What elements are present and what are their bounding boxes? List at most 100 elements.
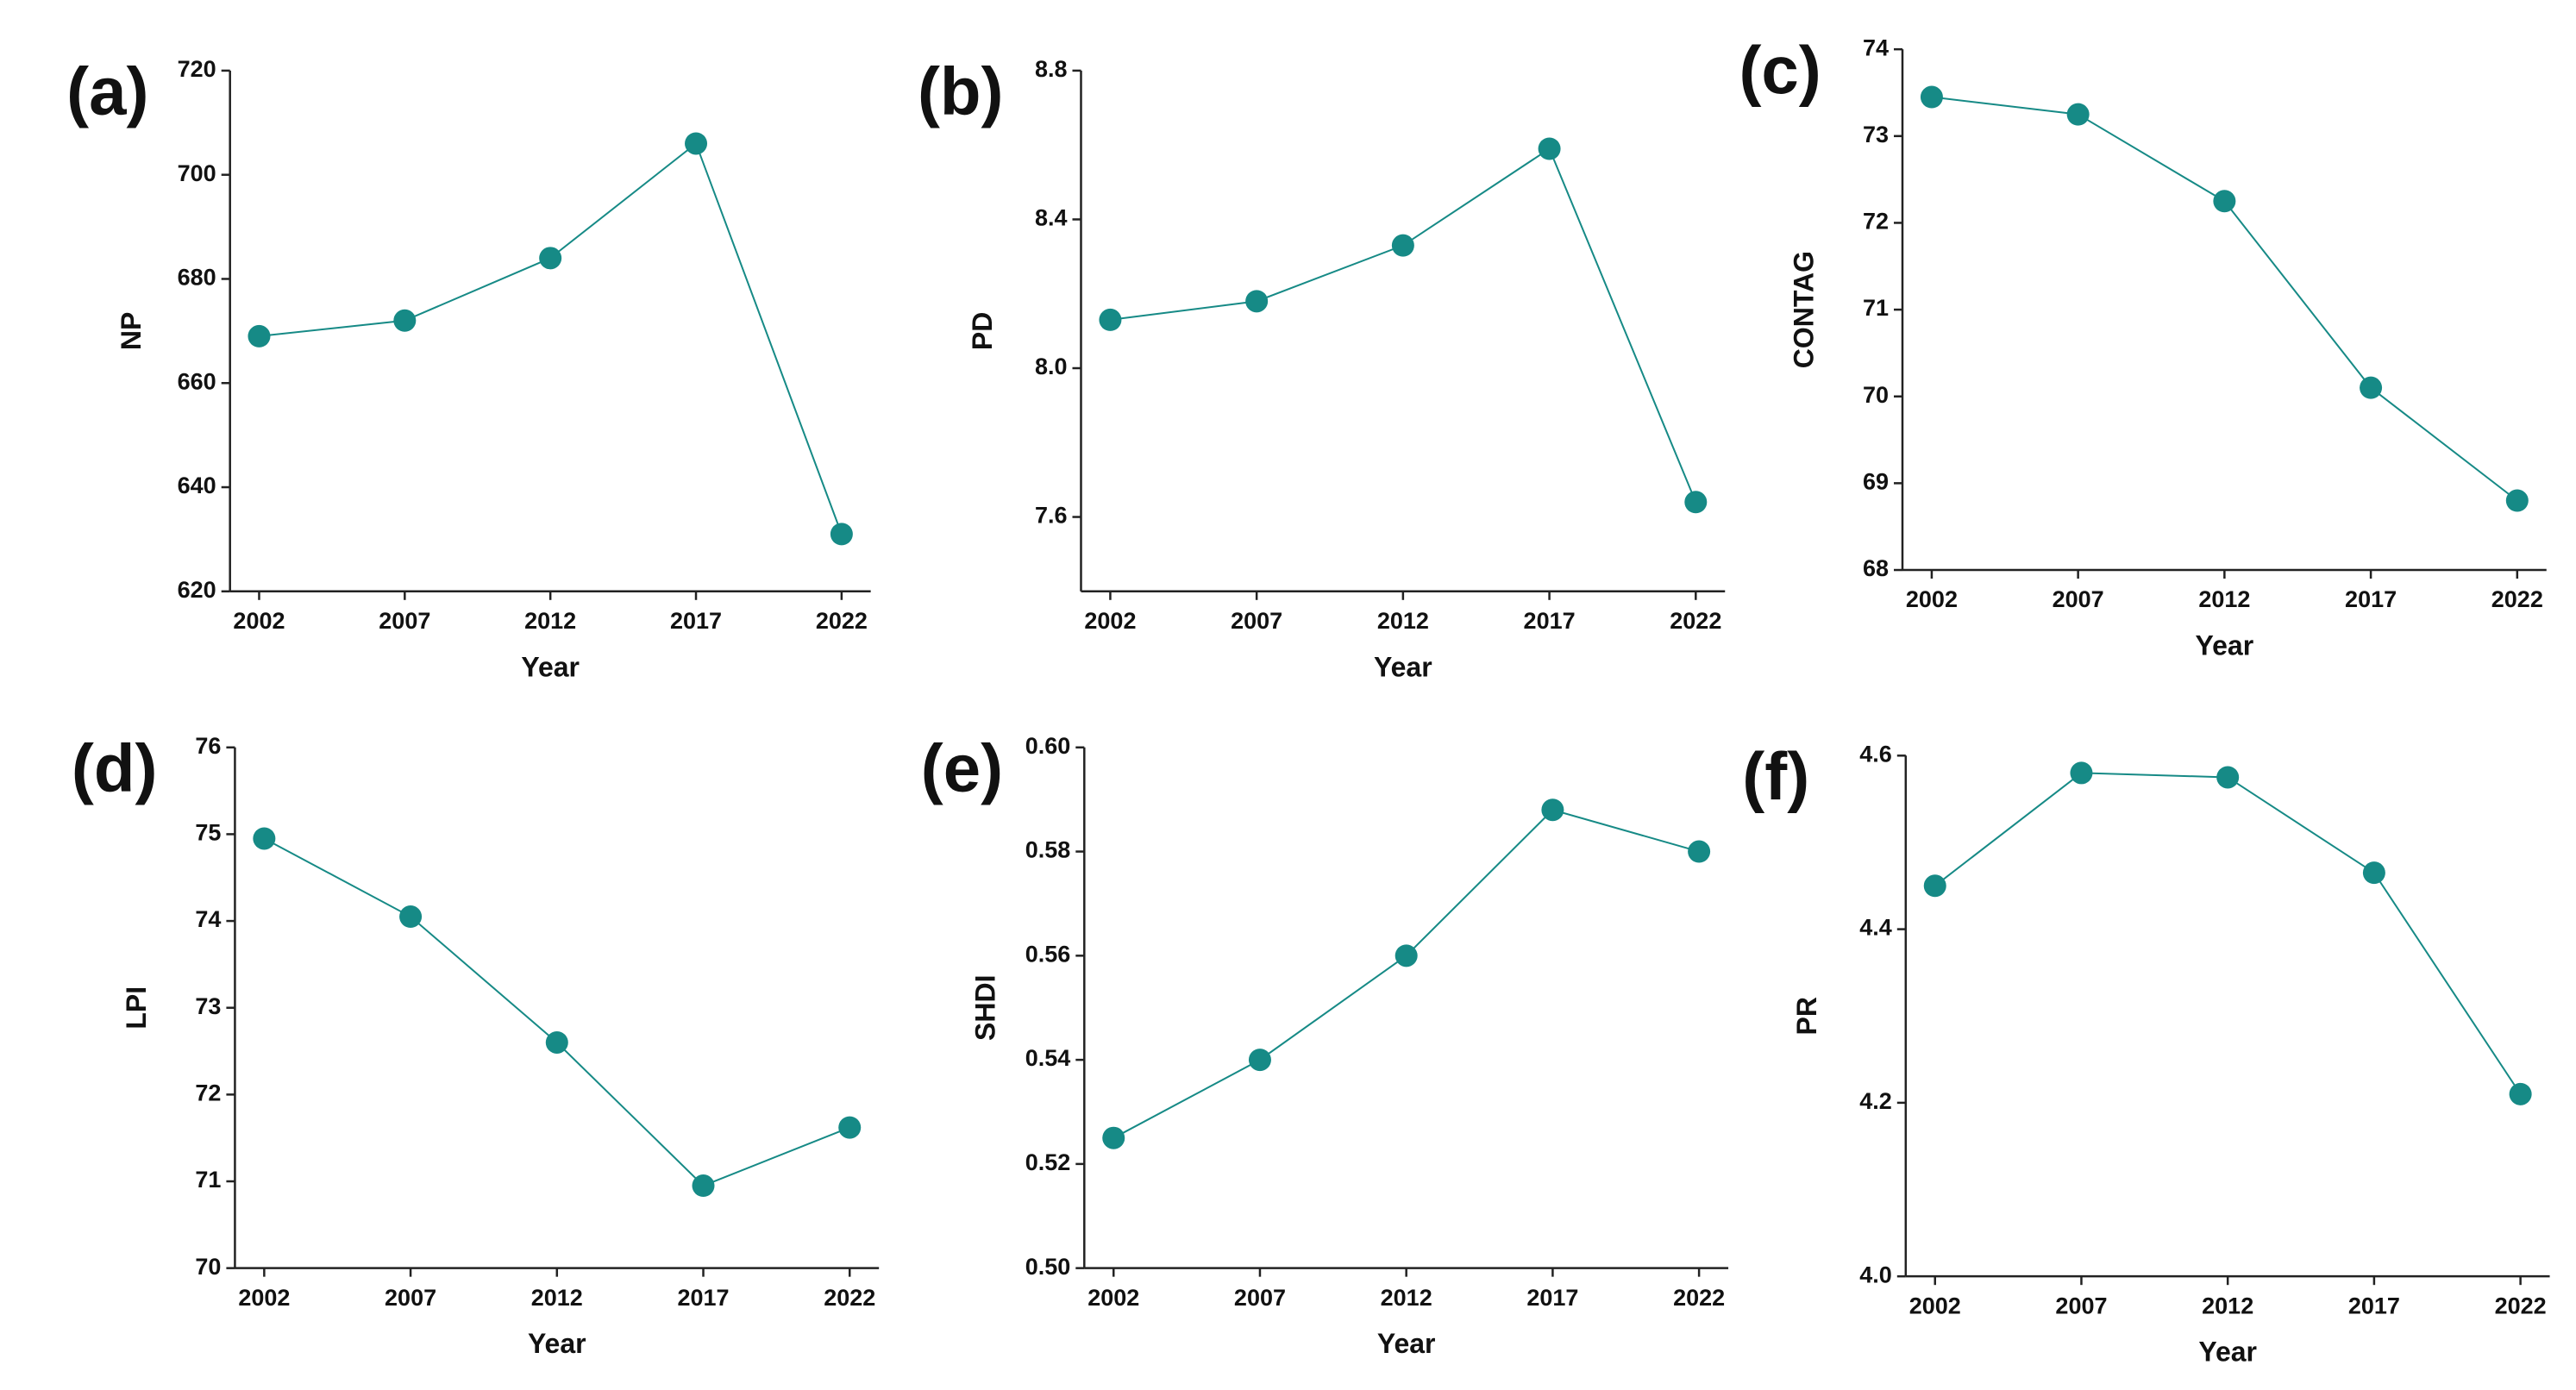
x-axis-label: Year bbox=[2198, 1337, 2257, 1368]
y-tick-label: 68 bbox=[1863, 555, 1889, 581]
data-point bbox=[1391, 234, 1414, 257]
x-axis-label: Year bbox=[2196, 629, 2254, 661]
y-tick-label: 69 bbox=[1863, 469, 1889, 495]
x-tick-label: 2012 bbox=[531, 1285, 583, 1311]
x-tick-label: 2002 bbox=[1909, 1293, 1961, 1318]
x-tick-label: 2002 bbox=[1906, 586, 1958, 612]
y-tick-label: 4.0 bbox=[1859, 1262, 1892, 1287]
x-axis-label: Year bbox=[521, 651, 580, 682]
data-point bbox=[1099, 308, 1122, 331]
x-axis-label: Year bbox=[528, 1328, 586, 1359]
y-tick-label: 0.58 bbox=[1025, 837, 1071, 863]
panel-label: (c) bbox=[1739, 32, 1821, 108]
y-axis-label: PR bbox=[1791, 997, 1822, 1035]
y-tick-label: 4.2 bbox=[1859, 1088, 1892, 1114]
data-line bbox=[1931, 96, 2518, 502]
x-axis-label: Year bbox=[1377, 1328, 1436, 1359]
data-point bbox=[393, 309, 417, 332]
panel-label: (e) bbox=[921, 729, 1003, 805]
data-point bbox=[253, 827, 276, 850]
data-point bbox=[2213, 190, 2236, 213]
x-tick-label: 2017 bbox=[2348, 1293, 2400, 1318]
data-point bbox=[399, 905, 423, 929]
x-tick-label: 2022 bbox=[816, 608, 868, 634]
y-axis-label: PD bbox=[967, 312, 998, 350]
panel-label: (d) bbox=[72, 729, 158, 805]
y-tick-label: 74 bbox=[1863, 34, 1889, 60]
x-tick-label: 2007 bbox=[1231, 608, 1282, 634]
data-point bbox=[1248, 1049, 1271, 1072]
data-point bbox=[2362, 861, 2385, 885]
y-tick-label: 8.4 bbox=[1035, 205, 1068, 231]
y-tick-label: 620 bbox=[178, 577, 216, 603]
y-tick-label: 700 bbox=[178, 160, 216, 186]
y-tick-label: 8.0 bbox=[1035, 354, 1068, 379]
x-tick-label: 2012 bbox=[524, 608, 576, 634]
x-tick-label: 2017 bbox=[2345, 586, 2397, 612]
data-line bbox=[1934, 772, 2522, 1095]
y-tick-label: 720 bbox=[178, 56, 216, 82]
y-tick-label: 70 bbox=[195, 1254, 221, 1280]
data-point bbox=[1538, 137, 1561, 160]
y-tick-label: 660 bbox=[178, 368, 216, 394]
y-tick-label: 73 bbox=[1863, 122, 1889, 147]
data-point bbox=[1395, 944, 1418, 967]
y-tick-label: 0.54 bbox=[1025, 1045, 1071, 1071]
x-tick-label: 2007 bbox=[385, 1285, 436, 1311]
x-tick-label: 2012 bbox=[2202, 1293, 2253, 1318]
data-point bbox=[830, 523, 853, 546]
y-tick-label: 70 bbox=[1863, 382, 1889, 408]
x-tick-label: 2007 bbox=[2053, 586, 2104, 612]
panel-label: (b) bbox=[918, 53, 1004, 129]
data-point bbox=[692, 1174, 715, 1198]
data-line bbox=[263, 837, 850, 1187]
data-point bbox=[1688, 840, 1711, 863]
y-tick-label: 7.6 bbox=[1035, 503, 1068, 529]
data-point bbox=[1923, 874, 1946, 898]
y-axis-label: LPI bbox=[121, 986, 152, 1030]
y-tick-label: 71 bbox=[195, 1167, 221, 1193]
y-axis-label: CONTAG bbox=[1788, 251, 1819, 368]
x-tick-label: 2002 bbox=[1087, 1285, 1139, 1311]
data-point bbox=[248, 324, 271, 348]
x-tick-label: 2012 bbox=[1377, 608, 1429, 634]
x-tick-label: 2022 bbox=[2491, 586, 2543, 612]
data-point bbox=[2070, 761, 2093, 785]
x-tick-label: 2017 bbox=[1524, 608, 1576, 634]
data-point bbox=[1245, 290, 1269, 313]
y-tick-label: 8.8 bbox=[1035, 56, 1068, 82]
y-tick-label: 0.50 bbox=[1025, 1254, 1071, 1280]
data-point bbox=[838, 1116, 862, 1139]
y-tick-label: 0.60 bbox=[1025, 733, 1071, 759]
data-point bbox=[1920, 85, 1943, 109]
x-axis-label: Year bbox=[1374, 651, 1432, 682]
data-point bbox=[2505, 489, 2529, 512]
x-tick-label: 2012 bbox=[1381, 1285, 1432, 1311]
data-line bbox=[1110, 147, 1697, 503]
data-point bbox=[545, 1030, 568, 1054]
y-tick-label: 74 bbox=[195, 906, 221, 932]
x-tick-label: 2007 bbox=[379, 608, 430, 634]
data-point bbox=[1684, 491, 1708, 514]
y-tick-label: 4.4 bbox=[1859, 915, 1892, 941]
panel-label: (a) bbox=[66, 53, 148, 129]
x-tick-label: 2012 bbox=[2198, 586, 2250, 612]
y-tick-label: 72 bbox=[1863, 209, 1889, 235]
y-tick-label: 73 bbox=[195, 993, 221, 1019]
data-point bbox=[1102, 1126, 1125, 1149]
y-tick-label: 72 bbox=[195, 1080, 221, 1105]
y-tick-label: 0.52 bbox=[1025, 1149, 1071, 1175]
x-tick-label: 2007 bbox=[2055, 1293, 2107, 1318]
x-tick-label: 2007 bbox=[1234, 1285, 1286, 1311]
x-tick-label: 2022 bbox=[1670, 608, 1721, 634]
y-axis-label: SHDI bbox=[970, 974, 1001, 1040]
x-tick-label: 2002 bbox=[1084, 608, 1136, 634]
data-point bbox=[2360, 376, 2383, 399]
x-tick-label: 2002 bbox=[233, 608, 285, 634]
data-point bbox=[685, 132, 708, 155]
data-point bbox=[2509, 1082, 2532, 1105]
x-tick-label: 2022 bbox=[1673, 1285, 1725, 1311]
data-point bbox=[539, 247, 562, 270]
